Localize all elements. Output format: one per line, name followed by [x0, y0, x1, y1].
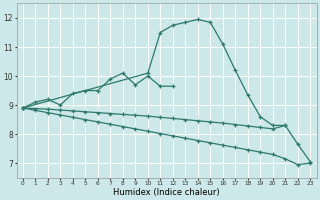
- X-axis label: Humidex (Indice chaleur): Humidex (Indice chaleur): [113, 188, 220, 197]
